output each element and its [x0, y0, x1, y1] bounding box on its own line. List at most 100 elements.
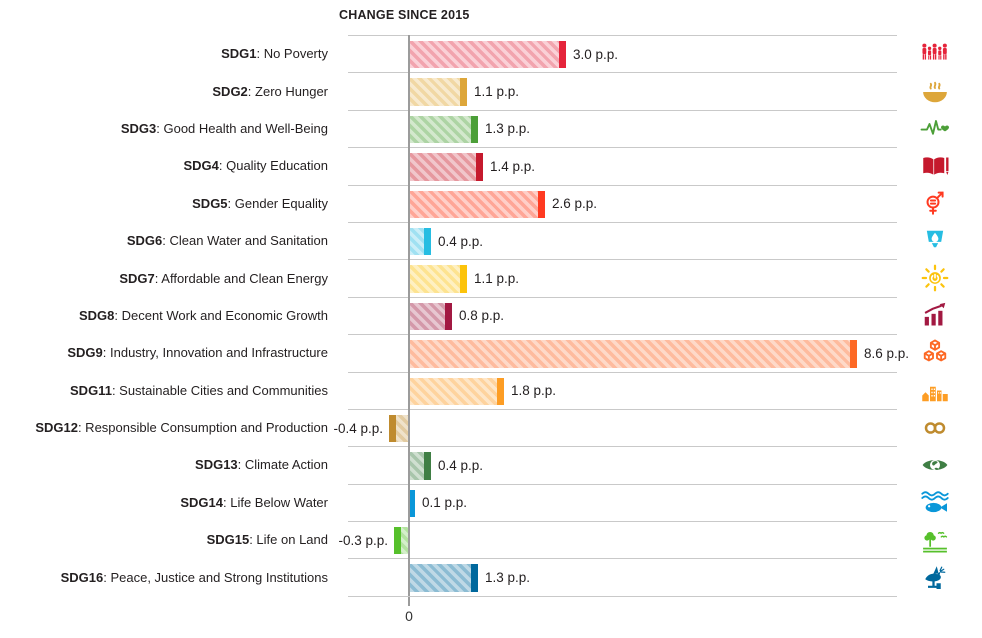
row-icon-cell [897, 409, 982, 446]
row-plot-area: -0.4 p.p. [333, 408, 897, 446]
chart-row: SDG5: Gender Equality 2.6 p.p. [0, 184, 982, 222]
bar-value-label: 0.4 p.p. [438, 457, 484, 473]
chart-row: SDG15: Life on Land -0.3 p.p. [0, 521, 982, 558]
row-plot-area: 1.1 p.p. [348, 259, 897, 296]
tree-icon [922, 531, 947, 553]
bar [410, 115, 478, 144]
cubes-icon [923, 339, 946, 362]
bar [410, 302, 452, 331]
bar-value-label: 1.3 p.p. [485, 570, 531, 586]
bar-cap [471, 115, 478, 144]
row-label: SDG6: Clean Water and Sanitation [0, 222, 348, 259]
chart-row: SDG16: Peace, Justice and Strong Institu… [0, 558, 982, 595]
row-label: SDG3: Good Health and Well-Being [0, 110, 348, 147]
sdg-name: : Zero Hunger [247, 83, 328, 99]
row-icon-cell [897, 147, 982, 184]
sdg-code: SDG15 [206, 532, 250, 548]
people-icon [922, 43, 947, 60]
sdg-name: : Clean Water and Sanitation [162, 233, 328, 249]
row-icon-cell [897, 72, 982, 109]
chart-row: SDG12: Responsible Consumption and Produ… [0, 408, 982, 446]
bar [410, 153, 483, 181]
bar-cap [394, 527, 401, 555]
sdg-name: : Good Health and Well-Being [156, 120, 328, 136]
row-label: SDG1: No Poverty [0, 35, 348, 72]
bar-value-label: 1.1 p.p. [474, 271, 520, 287]
row-label: SDG15: Life on Land [0, 521, 348, 558]
growth-chart-icon [924, 303, 945, 326]
row-label: SDG11: Sustainable Cities and Communitie… [0, 372, 348, 409]
gender-equality-icon [926, 191, 944, 215]
row-plot-area: 1.1 p.p. [348, 72, 897, 109]
row-icon-cell [897, 259, 982, 296]
fish-waves-icon [920, 491, 949, 513]
row-icon-cell [897, 372, 982, 409]
row-icon-cell [897, 558, 982, 595]
bar-value-label: 3.0 p.p. [573, 46, 619, 62]
bar-value-label: 0.4 p.p. [438, 233, 484, 249]
sdg-code: SDG9 [67, 345, 103, 361]
chart-row: SDG1: No Poverty 3.0 p.p. [0, 35, 982, 72]
chart-row: SDG6: Clean Water and Sanitation 0.4 p.p… [0, 221, 982, 259]
bar-cap [471, 564, 478, 592]
sdg-name: : Life Below Water [222, 494, 328, 510]
bar-cap [850, 340, 857, 368]
bar-value-label: 1.3 p.p. [485, 121, 531, 137]
chart-row: SDG7: Affordable and Clean Energy 1.1 p.… [0, 259, 982, 296]
bottom-gridline [348, 596, 897, 597]
row-label: SDG5: Gender Equality [0, 185, 348, 222]
city-icon [921, 386, 948, 402]
zero-axis-line [408, 35, 410, 606]
sdg-name: : Peace, Justice and Strong Institutions [103, 569, 328, 585]
chart-row: SDG9: Industry, Innovation and Infrastru… [0, 334, 982, 371]
sdg-name: : Responsible Consumption and Production [77, 420, 328, 436]
bar-cap [389, 414, 396, 443]
bar [410, 340, 857, 368]
bar-value-label: 2.6 p.p. [552, 196, 598, 212]
row-label: SDG2: Zero Hunger [0, 72, 348, 109]
chart-row: SDG13: Climate Action 0.4 p.p. [0, 446, 982, 483]
bowl-icon [922, 81, 947, 103]
sdg-code: SDG8 [78, 307, 115, 323]
sdg-code: SDG3 [120, 120, 157, 136]
row-icon-cell [897, 484, 982, 521]
bar-cap [424, 452, 431, 480]
bar-cap [410, 489, 415, 518]
sdg-code: SDG11 [70, 382, 112, 398]
sdg-name: : Decent Work and Economic Growth [114, 307, 328, 323]
bar [410, 227, 431, 256]
bar [410, 190, 545, 218]
row-icon-cell [897, 334, 982, 371]
row-icon-cell [897, 446, 982, 483]
row-label: SDG14: Life Below Water [0, 484, 348, 521]
row-plot-area: 1.3 p.p. [348, 558, 897, 595]
row-label: SDG8: Decent Work and Economic Growth [0, 297, 348, 334]
bar-value-label: 1.1 p.p. [474, 84, 520, 100]
bar [389, 414, 410, 443]
row-plot-area: 0.4 p.p. [348, 446, 897, 483]
bar-cap [460, 265, 467, 293]
row-label: SDG12: Responsible Consumption and Produ… [0, 409, 348, 446]
bar-value-label: 8.6 p.p. [864, 345, 910, 361]
row-icon-cell [897, 297, 982, 334]
sdg-name: : Gender Equality [227, 195, 328, 211]
row-icon-cell [897, 185, 982, 222]
row-icon-cell [897, 35, 982, 72]
sdg-code: SDG16 [60, 569, 104, 585]
bar-value-label: -0.3 p.p. [338, 532, 388, 548]
zero-axis-label: 0 [405, 608, 413, 624]
row-label: SDG9: Industry, Innovation and Infrastru… [0, 334, 348, 371]
dove-icon [924, 566, 945, 590]
heartbeat-icon [920, 120, 949, 136]
row-icon-cell [897, 110, 982, 147]
bar-cap [559, 41, 566, 69]
chart-row: SDG8: Decent Work and Economic Growth 0.… [0, 296, 982, 334]
bar-value-label: -0.4 p.p. [333, 420, 383, 436]
bar-value-label: 1.8 p.p. [511, 383, 557, 399]
sdg-name: : Industry, Innovation and Infrastructur… [102, 345, 328, 361]
sdg-code: SDG12 [35, 420, 78, 436]
sdg-code: SDG7 [119, 270, 155, 286]
row-label: SDG16: Peace, Justice and Strong Institu… [0, 558, 348, 595]
chart-row: SDG4: Quality Education 1.4 p.p. [0, 147, 982, 184]
chart-row: SDG14: Life Below Water 0.1 p.p. [0, 483, 982, 521]
